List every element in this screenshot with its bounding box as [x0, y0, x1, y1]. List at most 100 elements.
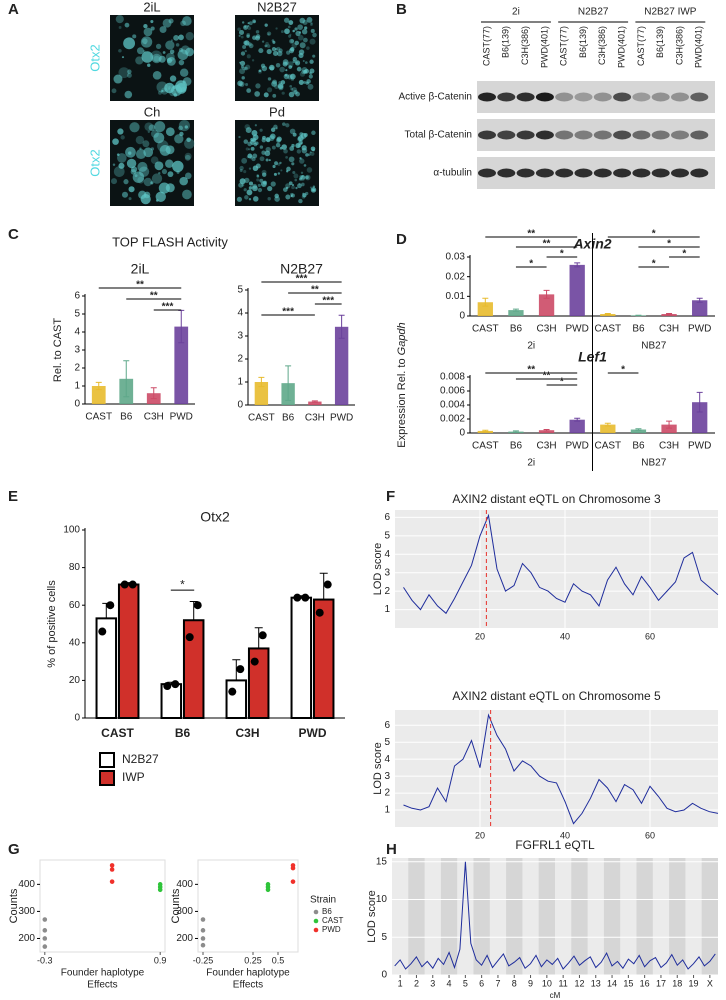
error-bar [311, 400, 318, 403]
cell [305, 153, 309, 157]
chromosome-band [701, 858, 718, 975]
cell [125, 146, 136, 158]
cell [304, 26, 308, 30]
x-tick-label: PWD [566, 324, 589, 335]
x-tick-label: C3H [537, 324, 557, 335]
cell [239, 169, 243, 172]
cell [151, 173, 163, 184]
bar [692, 300, 708, 316]
y-tick-label: 2 [237, 354, 243, 365]
cell [128, 197, 132, 201]
cell [266, 48, 272, 55]
cell [244, 195, 249, 200]
cell [112, 138, 119, 145]
cell [285, 123, 290, 128]
group-label: N2B27 IWP [644, 7, 697, 18]
cell [303, 164, 307, 167]
cell [164, 82, 175, 94]
x-tick-label: B6 [120, 412, 133, 423]
replicate-point [106, 601, 115, 610]
legend-label: CAST [322, 916, 343, 925]
cell [248, 148, 251, 151]
cell [291, 42, 297, 49]
cell [271, 80, 278, 87]
x-tick-label: 40 [560, 830, 570, 840]
legend-marker [313, 927, 319, 933]
bar [538, 294, 555, 316]
cell [135, 135, 145, 145]
cell [267, 77, 272, 81]
cell [273, 50, 279, 56]
band [478, 92, 496, 102]
cell [172, 160, 184, 173]
cell [309, 59, 314, 64]
bar [117, 583, 140, 720]
cell [290, 74, 295, 79]
cell [152, 70, 162, 80]
cell [246, 189, 253, 196]
cell [250, 146, 255, 151]
chromosome-band [636, 858, 653, 975]
x-tick-label: CAST [85, 412, 112, 423]
chart-title: AXIN2 distant eQTL on Chromosome 5 [452, 689, 661, 703]
cell [293, 90, 298, 95]
cell [281, 91, 285, 95]
cell [242, 45, 247, 49]
significance: *** [296, 274, 308, 285]
cell [294, 27, 298, 31]
x-tick-label: 6 [479, 978, 484, 988]
cell [252, 165, 259, 171]
cell [310, 28, 315, 33]
cell [270, 133, 276, 140]
cell [178, 47, 184, 53]
x-tick-label: 18 [672, 978, 682, 988]
significance: * [180, 577, 185, 591]
cell [240, 65, 244, 69]
cell [306, 167, 313, 173]
cell [253, 196, 259, 202]
cell [162, 51, 166, 54]
cell [184, 125, 188, 129]
cell [169, 49, 175, 54]
bar [95, 617, 118, 719]
band [574, 130, 593, 140]
cell [297, 183, 302, 189]
cell [303, 37, 308, 43]
error-bar [666, 312, 673, 316]
cell [297, 136, 302, 142]
y-tick-label: 1 [237, 377, 243, 388]
error-bar [95, 381, 102, 391]
cell [184, 154, 191, 161]
cell [132, 171, 145, 183]
group-label: NB27 [641, 341, 666, 352]
lane-label: B6(139) [578, 26, 588, 58]
legend-title: Strain [310, 895, 336, 906]
cell [240, 60, 246, 66]
y-tick-label: 6 [384, 512, 390, 523]
cell [120, 135, 125, 140]
cell [182, 16, 192, 26]
cell [294, 40, 300, 46]
cell [277, 172, 281, 175]
band [497, 168, 516, 178]
plot-background [395, 510, 718, 628]
x-tick-label: 20 [475, 631, 485, 641]
significance: * [682, 249, 686, 260]
cell [112, 163, 116, 166]
band [535, 168, 554, 178]
image-title: 2iL [143, 0, 160, 14]
cell [295, 186, 298, 190]
band [478, 168, 496, 178]
cell [256, 178, 260, 182]
cell [289, 38, 294, 44]
y-tick-label: 0.03 [446, 252, 466, 263]
cell [237, 80, 243, 87]
replicate-point [185, 633, 194, 642]
cell [292, 132, 297, 137]
cell [239, 29, 245, 35]
cell [129, 122, 140, 133]
cell [288, 65, 293, 69]
error-bar [604, 312, 611, 316]
x-tick-label: B6 [632, 324, 645, 335]
lane-label: B6(139) [655, 26, 665, 58]
